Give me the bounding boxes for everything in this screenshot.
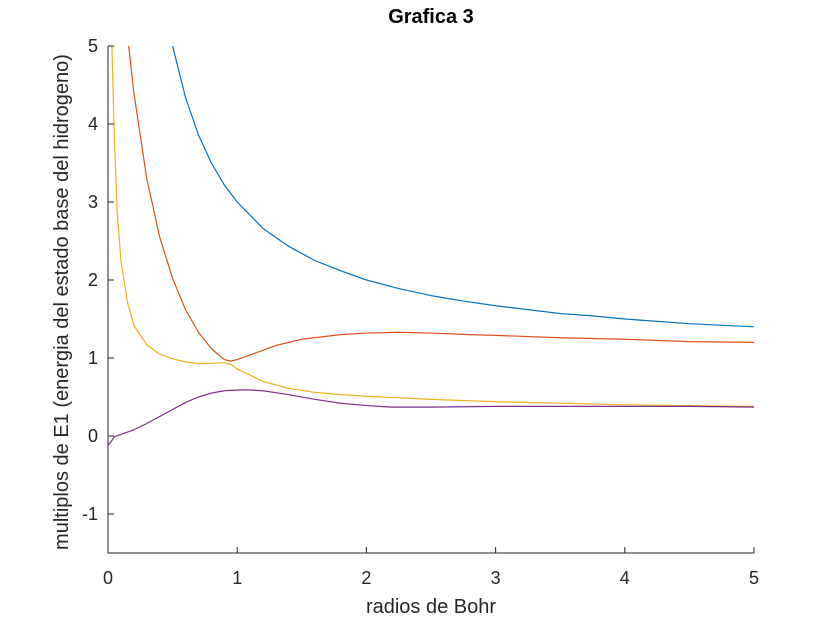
plot-area: 0 1 2 3 4 5 -1 0 1 2 3 4 5: [82, 36, 759, 588]
x-ticks: 0 1 2 3 4 5: [103, 547, 759, 588]
series-line-1: [172, 45, 755, 328]
y-tick-label: -1: [82, 504, 98, 524]
x-tick-label: 3: [491, 568, 501, 588]
y-tick-label: 0: [88, 426, 98, 446]
chart-title: Grafica 3: [388, 6, 474, 28]
y-tick-label: 5: [88, 36, 98, 56]
x-tick-label: 4: [620, 568, 630, 588]
y-tick-label: 2: [88, 270, 98, 290]
y-tick-label: 1: [88, 348, 98, 368]
y-ticks: -1 0 1 2 3 4 5: [82, 36, 114, 524]
series-line-3: [111, 45, 755, 407]
y-tick-label: 4: [88, 114, 98, 134]
x-tick-label: 1: [232, 568, 242, 588]
series-line-2: [128, 45, 755, 362]
y-axis-label: multiplos de E1 (energia del estado base…: [51, 54, 73, 550]
x-tick-label: 5: [749, 568, 759, 588]
y-tick-label: 3: [88, 192, 98, 212]
x-tick-label: 0: [103, 568, 113, 588]
series-line-4: [107, 389, 755, 446]
axes-frame: [107, 46, 754, 554]
x-tick-label: 2: [361, 568, 371, 588]
x-axis-label: radios de Bohr: [366, 596, 496, 618]
series-layer: [107, 45, 755, 446]
